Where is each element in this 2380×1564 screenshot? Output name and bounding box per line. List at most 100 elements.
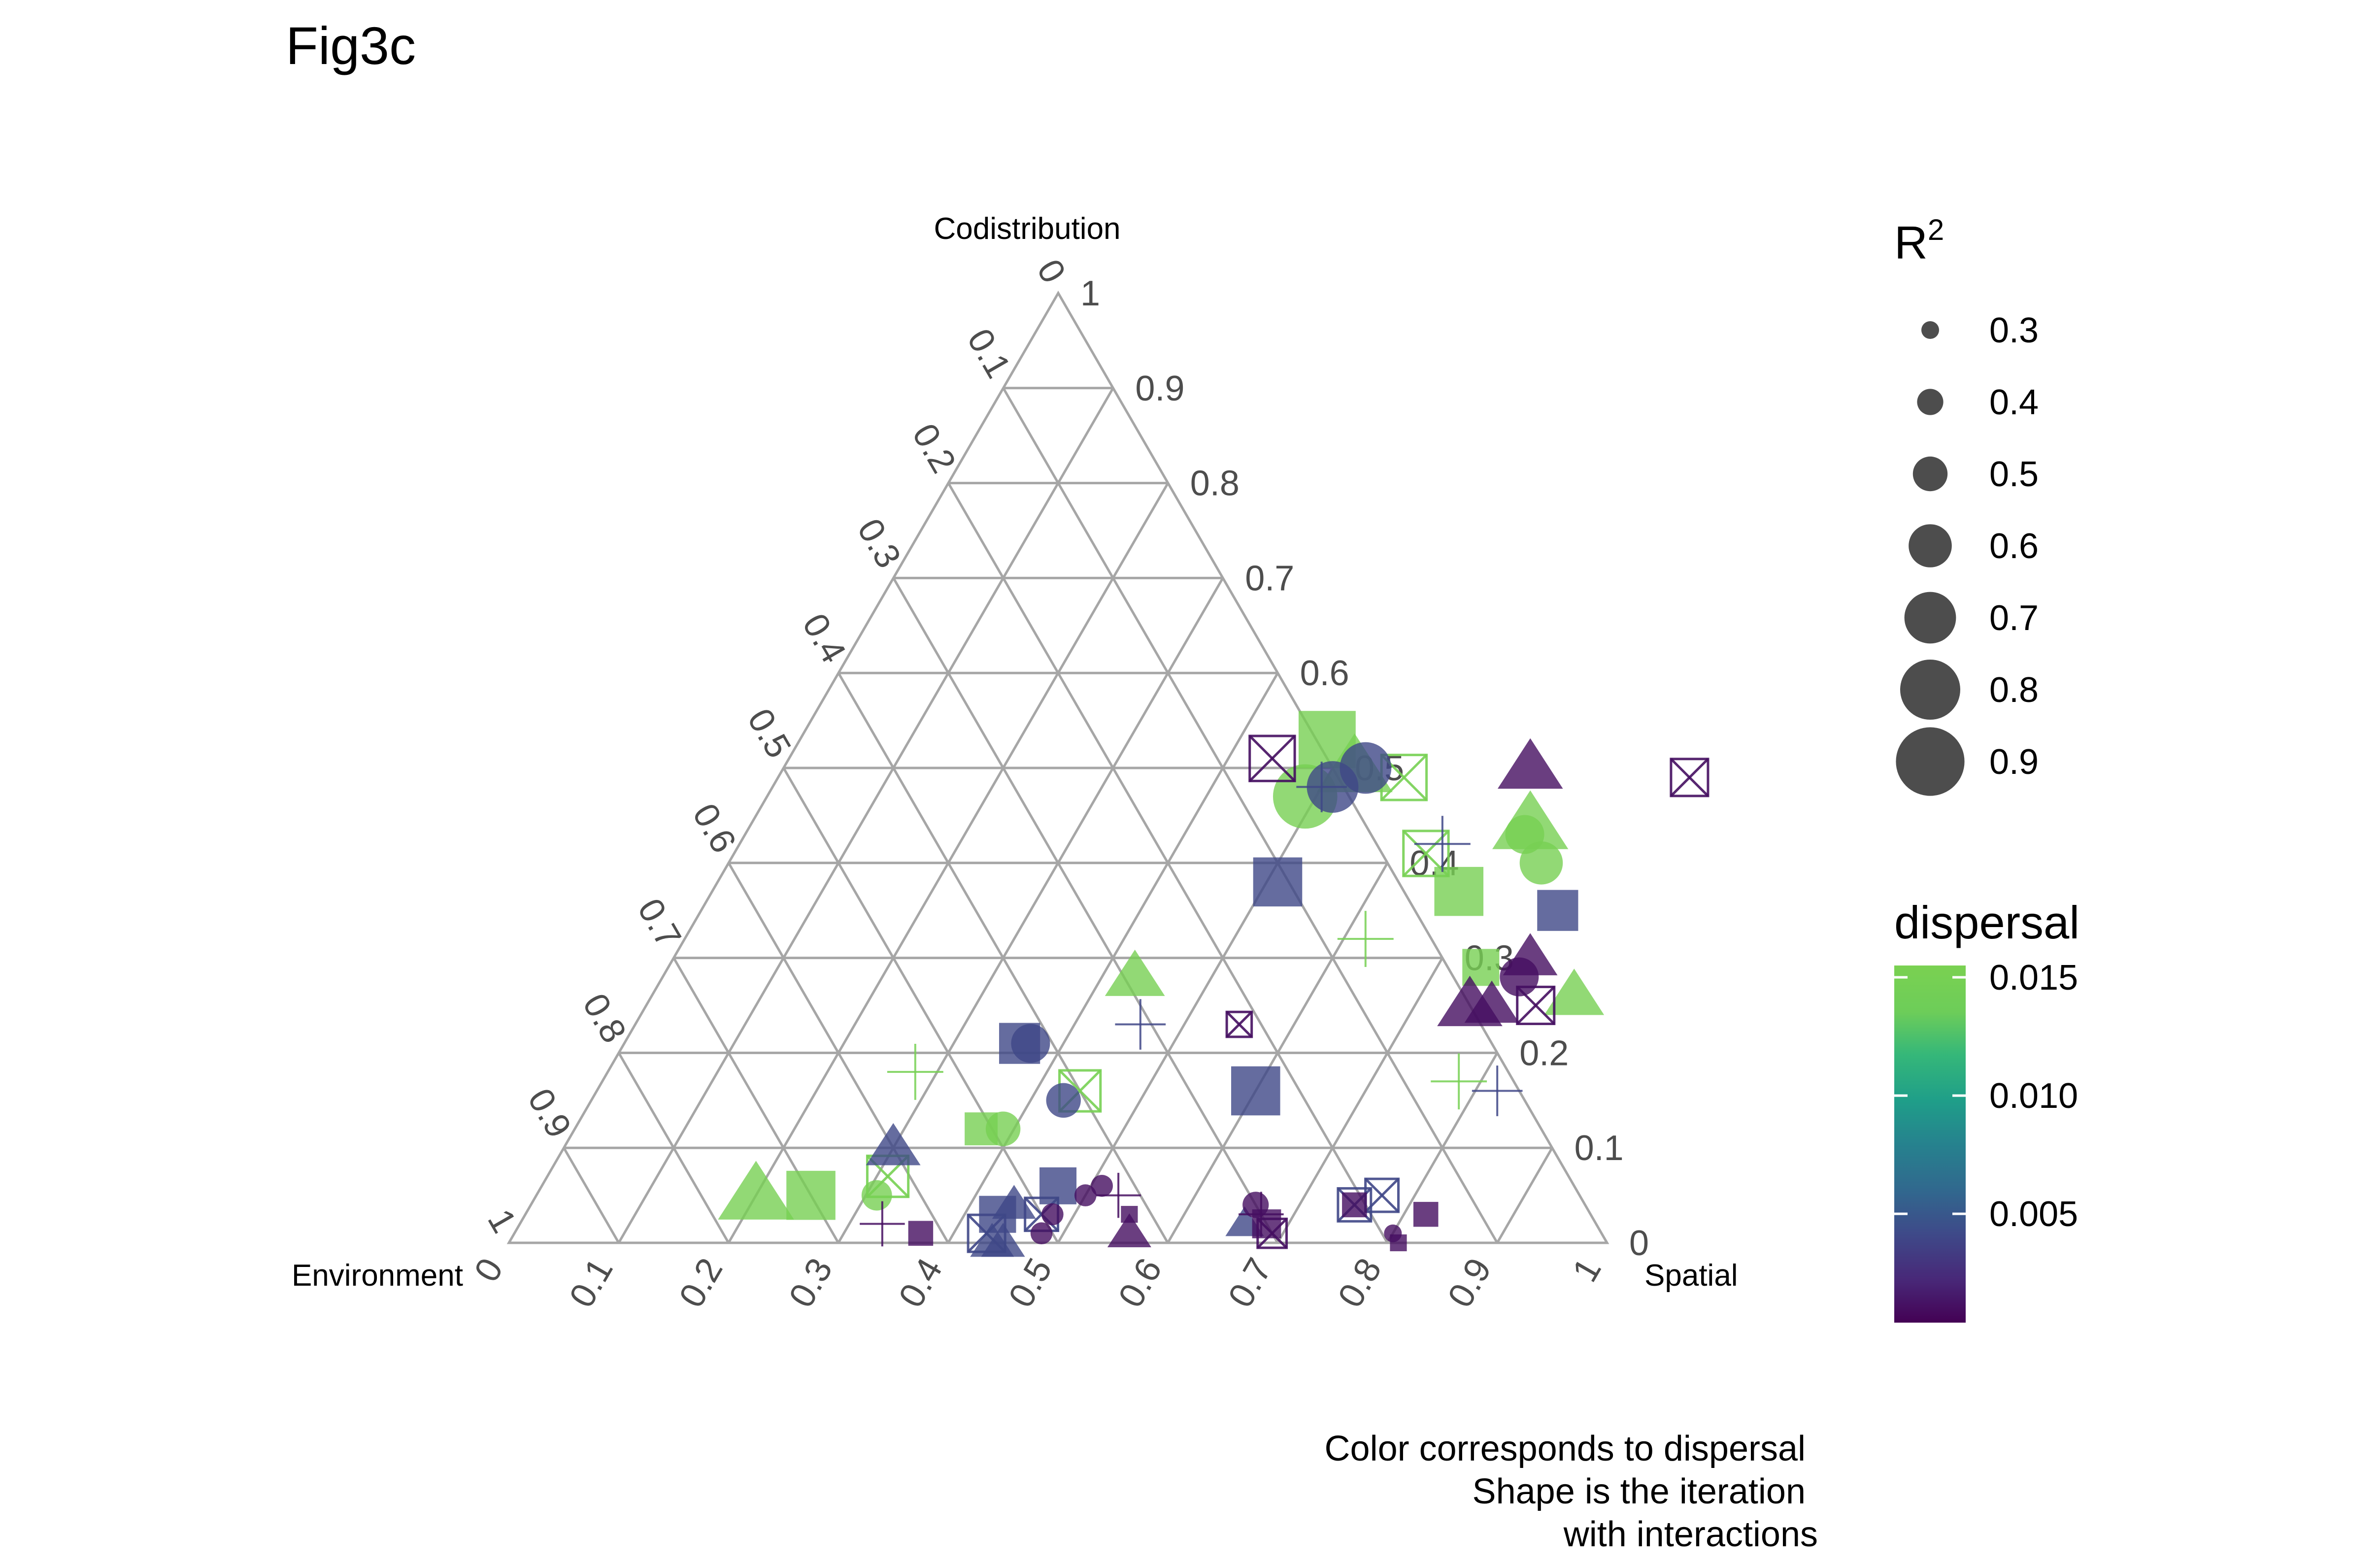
tick-label-spatial: 0 <box>467 1252 511 1289</box>
size-legend-title-superscript: 2 <box>1928 213 1944 246</box>
size-legend-items: 0.3 0.4 0.5 0.6 0.7 0.8 0.9 <box>1896 311 2039 796</box>
grid-line-spatial <box>1386 1052 1499 1244</box>
tick-label-codistribution: 0 <box>1629 1224 1649 1263</box>
tick-label-spatial: 0.9 <box>1441 1252 1499 1314</box>
data-point-circle <box>1041 1203 1064 1226</box>
size-legend-title: R2 <box>1894 213 1944 268</box>
color-legend-title: dispersal <box>1894 897 2079 948</box>
size-legend-key <box>1917 389 1944 415</box>
boxx-frame <box>1337 1187 1373 1223</box>
grid-line-spatial <box>1496 1147 1553 1244</box>
tick-label-spatial: 0.8 <box>1331 1252 1389 1314</box>
data-point-plus <box>860 1201 905 1247</box>
data-point-circle <box>1046 1083 1081 1118</box>
color-legend-bar <box>1894 965 1966 1323</box>
grid-line-environment <box>782 767 1059 1244</box>
boxx-diag-2 <box>1516 986 1555 1025</box>
tick-label-codistribution: 1 <box>1080 274 1100 313</box>
size-legend-label: 0.8 <box>1989 670 2039 710</box>
axis-label-codistribution: Codistribution <box>934 212 1120 246</box>
size-legend-key <box>1912 456 1948 492</box>
data-point-triangle <box>1105 949 1165 996</box>
data-point-plus <box>1472 1065 1523 1116</box>
size-legend-key <box>1896 727 1965 796</box>
data-point-plus <box>1431 1053 1487 1110</box>
data-point-square <box>1253 857 1303 907</box>
boxx-frame <box>1256 1217 1288 1249</box>
color-legend: dispersal 0.015 0.010 0.005 <box>1894 897 2079 1323</box>
data-point-triangle <box>1497 738 1563 789</box>
grid-line-spatial <box>1276 957 1443 1244</box>
data-point-circle <box>1074 1184 1097 1206</box>
data-point-plus <box>1096 1172 1141 1218</box>
size-legend: R2 0.3 0.4 0.5 0.6 0.7 0.8 0.9 <box>1894 213 2039 796</box>
caption-line-2: Shape is the iteration <box>1473 1472 1806 1511</box>
data-point-circle <box>1091 1175 1113 1197</box>
size-legend-label: 0.7 <box>1989 599 2039 638</box>
size-legend-key <box>1904 592 1956 644</box>
boxx-diag-2 <box>1380 754 1428 801</box>
tick-label-codistribution: 0.7 <box>1245 559 1294 598</box>
data-point-circle <box>1519 841 1563 885</box>
tick-label-environment: 0 <box>1029 253 1073 290</box>
data-point-triangle <box>1464 980 1519 1023</box>
size-legend-key <box>1909 524 1952 567</box>
data-point-plus <box>887 1044 943 1100</box>
boxx-diag-2 <box>1670 758 1709 797</box>
boxx-frame <box>1225 1010 1253 1038</box>
tick-label-spatial: 0.7 <box>1221 1252 1279 1314</box>
data-point-circle <box>861 1180 892 1211</box>
chart-title: Fig3c <box>286 16 416 75</box>
boxx-frame <box>1670 758 1710 798</box>
data-point-triangle <box>718 1161 794 1220</box>
tick-label-spatial: 0.1 <box>562 1252 620 1314</box>
size-legend-label: 0.3 <box>1989 311 2039 350</box>
tick-labels: 0000.10.10.10.20.20.20.30.30.30.40.40.40… <box>467 253 1649 1314</box>
data-point-circle <box>1011 1024 1050 1063</box>
grid-line-environment <box>1002 387 1499 1244</box>
data-point-boxx <box>1248 734 1296 782</box>
data-point-boxx <box>1670 758 1710 798</box>
caption: Color corresponds to dispersal Shape is … <box>1325 1429 1818 1554</box>
data-point-square <box>1413 1201 1439 1227</box>
grid-line-environment <box>727 862 949 1244</box>
data-point-circle <box>1340 742 1392 794</box>
data-point-triangle <box>1544 968 1605 1015</box>
size-legend-label: 0.6 <box>1989 527 2039 566</box>
grid-line-environment <box>617 1052 730 1244</box>
tick-label-spatial: 0.4 <box>891 1252 950 1314</box>
axis-label-spatial: Spatial <box>1644 1259 1738 1293</box>
data-point-boxx <box>1225 1010 1253 1038</box>
size-legend-label: 0.9 <box>1989 742 2039 782</box>
size-legend-label: 0.4 <box>1989 383 2039 422</box>
data-points <box>718 711 1710 1257</box>
data-point-triangle <box>981 1223 1025 1257</box>
data-point-triangle <box>866 1123 921 1165</box>
tick-label-codistribution: 0.1 <box>1575 1129 1624 1168</box>
data-point-square <box>1537 890 1578 931</box>
boxx-diag-2 <box>1248 735 1296 782</box>
boxx-frame <box>1516 985 1556 1026</box>
data-point-square <box>908 1221 934 1246</box>
data-point-square <box>1039 1167 1077 1204</box>
grid-line-spatial <box>617 387 1114 1244</box>
data-point-plus <box>1115 999 1166 1050</box>
grid-line-spatial <box>1167 862 1389 1244</box>
caption-line-1: Color corresponds to dispersal <box>1325 1429 1806 1468</box>
axis-label-environment: Environment <box>292 1259 463 1293</box>
size-legend-label: 0.5 <box>1989 455 2039 494</box>
data-point-square <box>1434 866 1484 916</box>
tick-label-spatial: 0.6 <box>1111 1252 1170 1314</box>
data-point-square <box>1231 1066 1280 1116</box>
tick-label-spatial: 0.5 <box>1001 1252 1060 1314</box>
grid-line-environment <box>892 577 1279 1244</box>
data-point-boxx <box>1516 985 1556 1026</box>
grid-line-environment <box>563 1147 620 1244</box>
tick-label-codistribution: 0.6 <box>1300 654 1349 693</box>
boxx-frame <box>1402 830 1450 877</box>
size-legend-title-text: R <box>1894 217 1928 268</box>
grid-line-spatial <box>837 577 1224 1244</box>
data-point-plus <box>1337 911 1394 967</box>
data-point-boxx <box>1256 1217 1288 1249</box>
tick-label-codistribution: 0.9 <box>1135 369 1184 408</box>
